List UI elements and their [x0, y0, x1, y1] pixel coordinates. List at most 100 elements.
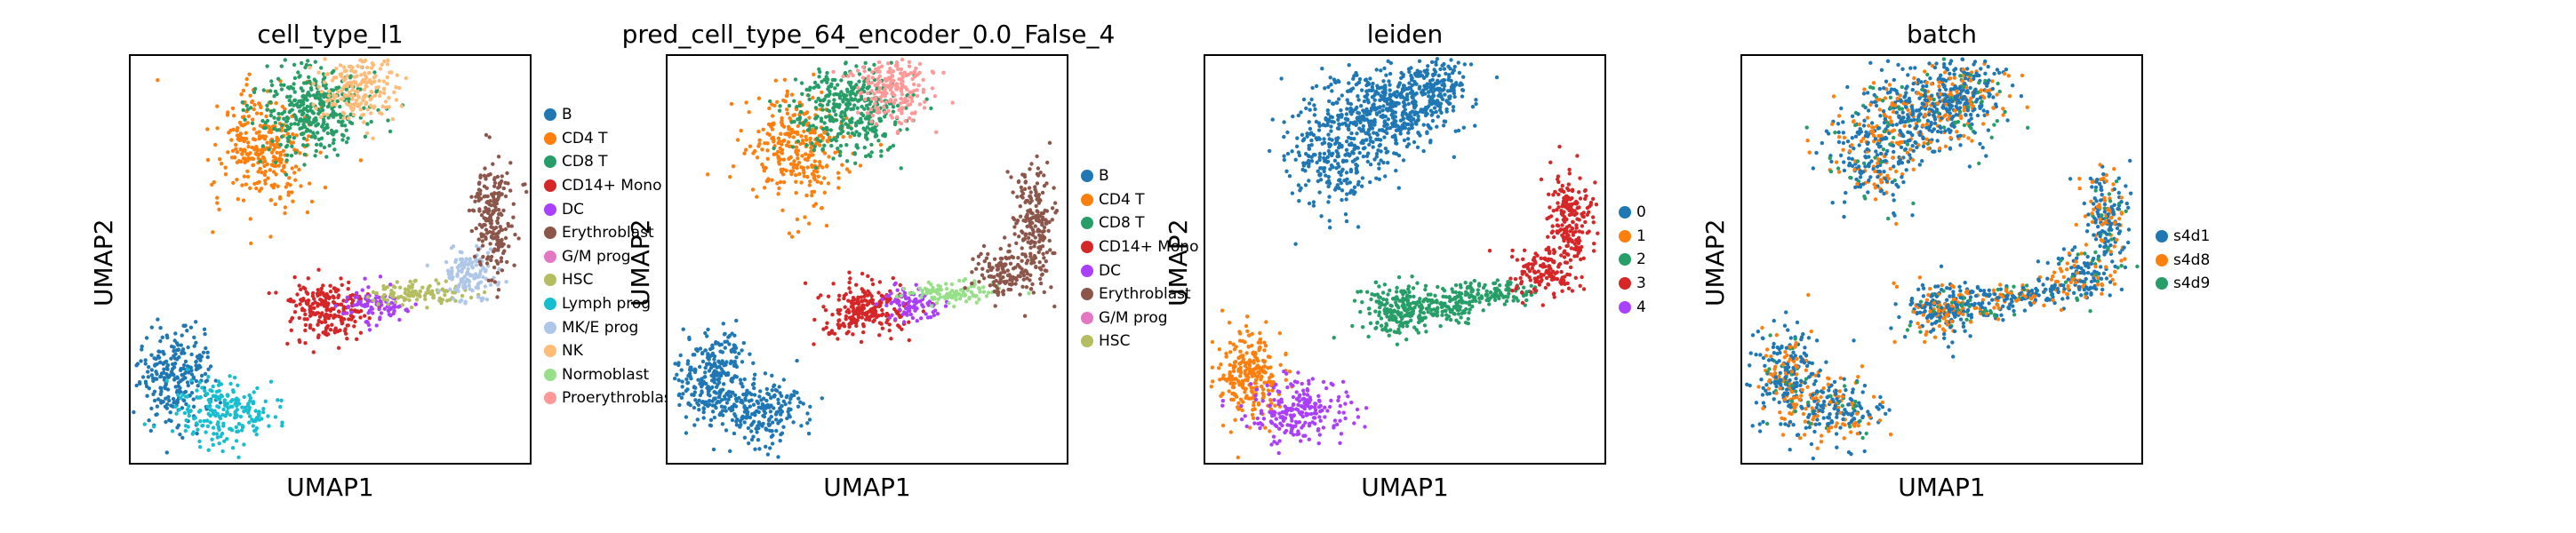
- scatter-point: [921, 309, 925, 314]
- scatter-point: [844, 167, 850, 171]
- scatter-point: [318, 150, 323, 155]
- scatter-point: [772, 121, 776, 125]
- scatter-point: [858, 163, 863, 168]
- scatter-point: [889, 60, 893, 65]
- scatter-point: [1390, 121, 1395, 126]
- scatter-point: [1380, 85, 1384, 90]
- legend-item: DC: [544, 197, 677, 221]
- scatter-point: [279, 134, 284, 139]
- scatter-point: [869, 97, 874, 101]
- scatter-point: [869, 150, 874, 155]
- scatter-point: [732, 350, 737, 354]
- scatter-point: [1331, 165, 1335, 170]
- scatter-point: [276, 111, 281, 116]
- scatter-point: [749, 423, 754, 427]
- scatter-point: [957, 278, 962, 283]
- scatter-point: [706, 327, 710, 332]
- scatter-point: [772, 393, 777, 398]
- scatter-point: [870, 76, 875, 80]
- scatter-point: [300, 131, 305, 137]
- scatter-point: [494, 259, 499, 263]
- scatter-point: [186, 345, 190, 350]
- scatter-point: [708, 366, 714, 370]
- scatter-point: [1042, 256, 1046, 260]
- scatter-point: [373, 74, 378, 78]
- scatter-point: [825, 80, 829, 84]
- scatter-point: [402, 298, 407, 303]
- scatter-svg: [1209, 57, 1600, 460]
- scatter-point: [1041, 235, 1045, 239]
- legend-label: B: [1099, 167, 1109, 186]
- scatter-point: [371, 290, 376, 294]
- scatter-point: [1406, 101, 1411, 107]
- scatter-point: [149, 353, 154, 357]
- scatter-point: [406, 284, 412, 289]
- scatter-point: [231, 180, 236, 186]
- scatter-point: [487, 229, 492, 235]
- scatter-point: [1339, 172, 1343, 178]
- scatter-point: [914, 300, 918, 306]
- scatter-point: [1008, 274, 1012, 279]
- umap-panel-cell-type-l1: cell_type_l1 UMAP2 UMAP1 B CD4 T CD8 T CD14…: [0, 0, 677, 533]
- scatter-point: [316, 301, 320, 306]
- scatter-point: [990, 266, 995, 270]
- scatter-point: [785, 107, 789, 112]
- scatter-point: [770, 114, 775, 118]
- scatter-point: [846, 131, 851, 136]
- scatter-point: [690, 393, 694, 397]
- scatter-point: [242, 394, 246, 400]
- scatter-point: [194, 378, 198, 384]
- scatter-point: [796, 156, 800, 161]
- scatter-point: [273, 202, 277, 207]
- scatter-point: [372, 93, 378, 98]
- scatter-point: [780, 172, 786, 177]
- scatter-point: [1054, 209, 1060, 213]
- legend-marker: [1081, 241, 1093, 254]
- scatter-point: [285, 341, 290, 346]
- scatter-point: [346, 323, 350, 328]
- scatter-point: [984, 294, 989, 298]
- scatter-point: [493, 205, 498, 210]
- scatter-point: [1028, 245, 1033, 250]
- scatter-point: [328, 98, 332, 102]
- legend-item: CD4 T: [544, 127, 677, 151]
- scatter-point: [158, 360, 163, 365]
- scatter-point: [162, 367, 166, 371]
- scatter-point: [735, 138, 740, 142]
- scatter-point: [1385, 131, 1389, 136]
- scatter-point: [1388, 88, 1392, 92]
- scatter-point: [235, 178, 239, 182]
- scatter-point: [737, 395, 741, 401]
- scatter-point: [812, 169, 817, 173]
- scatter-point: [219, 434, 223, 439]
- legend-marker: [544, 368, 556, 381]
- scatter-point: [372, 106, 376, 110]
- scatter-point: [913, 110, 917, 115]
- scatter-point: [479, 213, 484, 218]
- scatter-point: [284, 185, 288, 189]
- scatter-point: [476, 274, 480, 279]
- scatter-point: [341, 65, 347, 69]
- scatter-point: [176, 343, 180, 347]
- scatter-point: [489, 221, 493, 226]
- scatter-point: [1311, 153, 1316, 157]
- scatter-point: [492, 200, 496, 204]
- scatter-cluster-dc: [333, 274, 418, 332]
- scatter-point: [1311, 132, 1316, 138]
- scatter-point: [954, 298, 958, 302]
- scatter-point: [488, 199, 492, 203]
- scatter-point: [889, 337, 893, 341]
- legend-item: B: [1081, 164, 1198, 188]
- scatter-point: [272, 115, 276, 120]
- scatter-point: [1366, 119, 1371, 123]
- scatter-point: [189, 352, 194, 357]
- scatter-point: [285, 131, 291, 136]
- scatter-point: [352, 69, 356, 75]
- scatter-point: [484, 205, 488, 211]
- scatter-point: [899, 166, 903, 171]
- scatter-point: [895, 115, 900, 119]
- scatter-point: [849, 90, 853, 94]
- scatter-point: [880, 92, 885, 97]
- scatter-point: [470, 266, 476, 270]
- scatter-point: [996, 261, 1002, 266]
